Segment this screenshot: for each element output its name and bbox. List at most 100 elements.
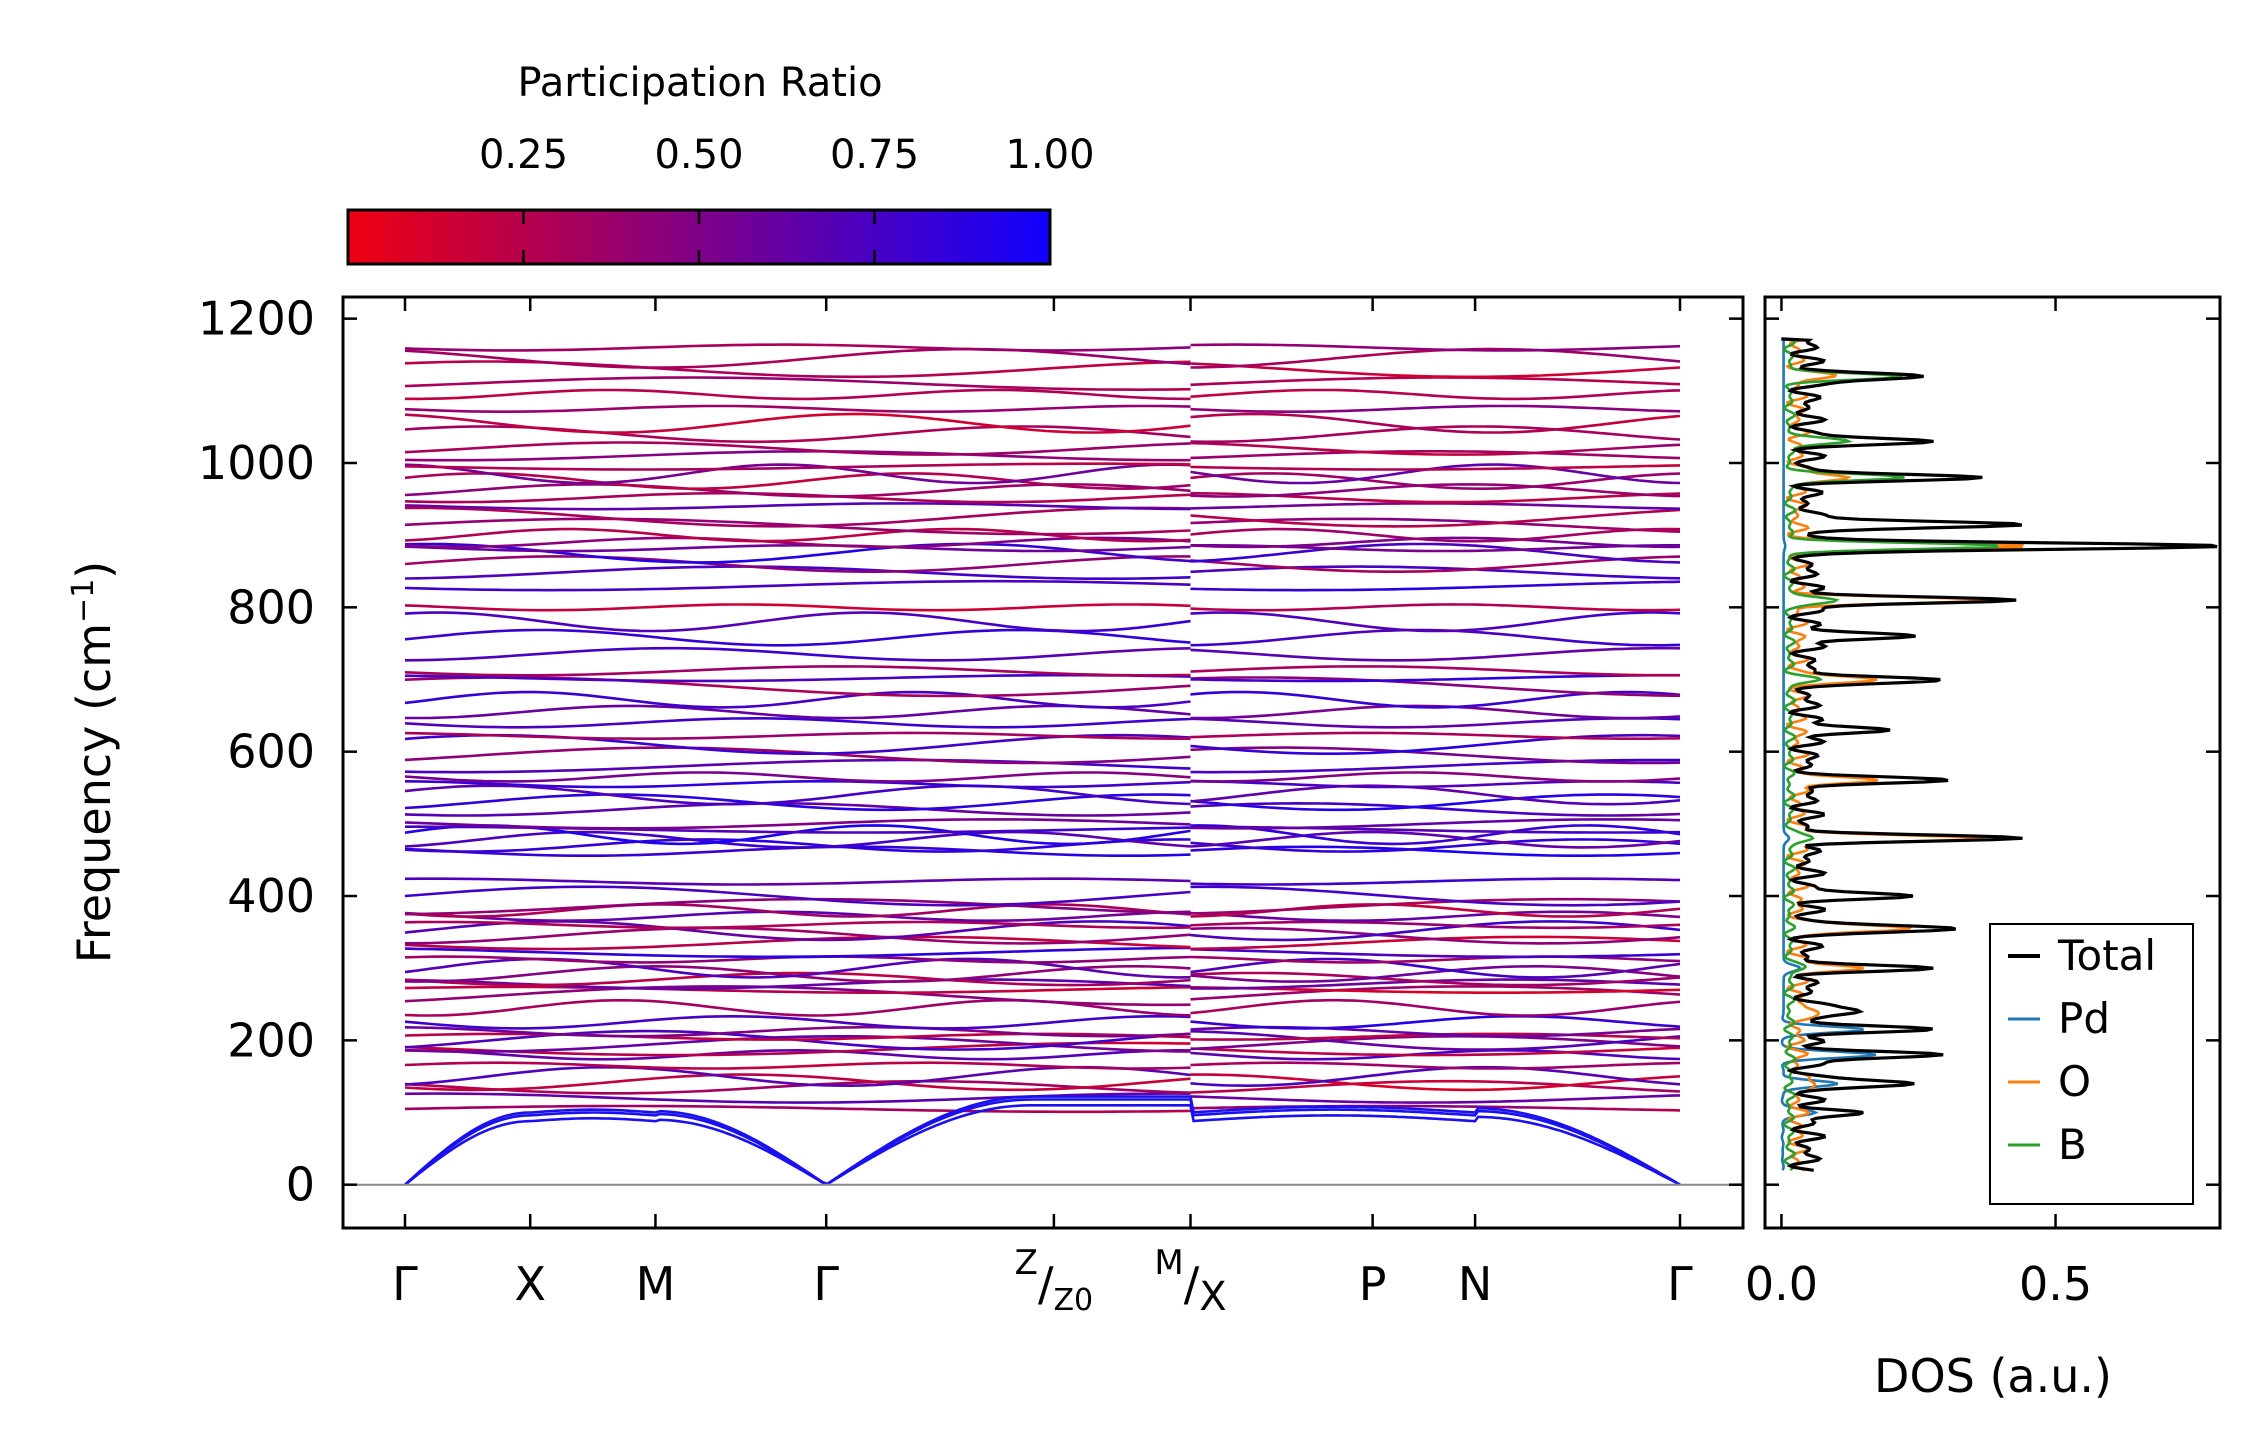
- band-line: [1190, 580, 1681, 592]
- band-line: [1190, 527, 1681, 543]
- band-line: [404, 818, 1191, 830]
- band-line: [404, 1104, 1191, 1114]
- acoustic-band-line: [404, 1095, 1191, 1186]
- x-tick-label: M: [636, 1257, 676, 1311]
- band-line: [404, 716, 1191, 729]
- band-line: [1190, 502, 1681, 510]
- band-line: [1190, 920, 1681, 930]
- band-line: [404, 441, 1191, 456]
- band-line: [1190, 388, 1681, 401]
- y-axis-title-suffix: ): [67, 561, 121, 579]
- band-line: [404, 885, 1191, 907]
- band-line: [1190, 449, 1681, 460]
- band-line: [1190, 673, 1680, 683]
- band-line: [404, 491, 1191, 504]
- x-tick-label: N: [1458, 1257, 1492, 1311]
- band-line: [404, 971, 1191, 987]
- x-tick-label: M/X: [1154, 1243, 1226, 1320]
- band-line: [1190, 986, 1681, 995]
- dos-axes-frame: [1763, 295, 2222, 1230]
- band-line: [1190, 1030, 1681, 1051]
- band-line: [1190, 362, 1681, 379]
- band-line: [404, 1014, 1191, 1030]
- band-line: [404, 449, 1191, 462]
- band-line: [404, 527, 1191, 543]
- legend-items: Total Pd OB: [2008, 931, 2156, 1169]
- band-line: [1190, 964, 1681, 983]
- band-line: [1190, 957, 1681, 979]
- y-axis-title-superscript: −1: [66, 579, 101, 623]
- band-line: [404, 603, 1191, 612]
- x-tick-label: Γ: [1667, 1257, 1693, 1311]
- band-line: [1190, 555, 1681, 574]
- band-line: [1190, 542, 1681, 564]
- band-line: [1190, 998, 1681, 1017]
- band-line: [1190, 1073, 1681, 1092]
- band-line: [1190, 985, 1681, 1001]
- band-line: [1190, 472, 1681, 491]
- band-line: [1190, 603, 1681, 612]
- band-line: [404, 611, 1191, 633]
- band-line: [404, 746, 1191, 765]
- band-line: [1190, 1061, 1681, 1070]
- band-line: [404, 565, 1191, 581]
- band-line: [1190, 731, 1681, 741]
- x-tick-label: Γ: [813, 1257, 839, 1311]
- band-line: [404, 946, 1191, 959]
- band-line: [404, 690, 1191, 709]
- legend-label-o: O: [2058, 1057, 2091, 1106]
- band-line: [404, 985, 1191, 995]
- band-line: [1190, 771, 1681, 783]
- y-tick-label: 0: [286, 1158, 315, 1212]
- band-line: [1190, 920, 1681, 942]
- band-line: [1190, 971, 1681, 987]
- band-line: [405, 506, 1191, 528]
- band-line: [404, 404, 1191, 414]
- band-line: [1190, 1079, 1681, 1094]
- band-line: [404, 673, 1191, 683]
- band-line: [404, 985, 1191, 1007]
- band-line: [404, 771, 1191, 783]
- dos-y-ticks: [1765, 317, 2220, 1186]
- colorbar-ticks: 0.25 0.50 0.75 1.00: [479, 132, 1095, 264]
- band-line: [404, 376, 1191, 392]
- acoustic-band-line: [404, 1104, 1191, 1186]
- x-tick-label: Γ: [392, 1257, 418, 1311]
- band-line: [1190, 877, 1681, 886]
- band-line: [1190, 758, 1680, 774]
- colorbar-tick-label: 0.25: [479, 132, 568, 178]
- band-line: [404, 802, 1191, 817]
- dos-x-tick-label: 0.0: [1745, 1257, 1818, 1311]
- band-line: [404, 502, 1191, 511]
- dos-lines: [1780, 337, 2218, 1172]
- band-line: [1190, 517, 1681, 533]
- band-line: [1190, 565, 1681, 580]
- band-line: [1190, 464, 1681, 471]
- band-line: [404, 838, 1191, 853]
- y-tick-label: 400: [227, 869, 315, 923]
- x-tick-label-bottom: Z0: [1053, 1283, 1093, 1318]
- band-line: [1190, 955, 1681, 964]
- x-tick-label: Z/Z0: [1015, 1243, 1093, 1318]
- band-line: [404, 472, 1191, 491]
- band-line: [1190, 1035, 1681, 1051]
- band-line: [1190, 1046, 1681, 1057]
- band-line: [404, 579, 1191, 592]
- band-line: [1190, 818, 1681, 830]
- band-line: [404, 1041, 1191, 1057]
- dos-x-ticks: 0.0 0.5: [1745, 297, 2092, 1311]
- band-line: [404, 463, 1191, 485]
- x-tick-label: X: [514, 1257, 546, 1311]
- band-line: [405, 704, 1191, 720]
- band-line: [404, 793, 1191, 812]
- dos-line-pd: [1780, 337, 1877, 1171]
- band-line: [1190, 784, 1681, 806]
- band-line: [1190, 746, 1681, 765]
- band-line: [1190, 491, 1681, 504]
- band-line: [404, 360, 1191, 379]
- dos-line-o: [1781, 337, 2025, 1172]
- band-line: [1190, 483, 1681, 498]
- band-line: [404, 920, 1191, 942]
- band-line: [404, 1061, 1191, 1070]
